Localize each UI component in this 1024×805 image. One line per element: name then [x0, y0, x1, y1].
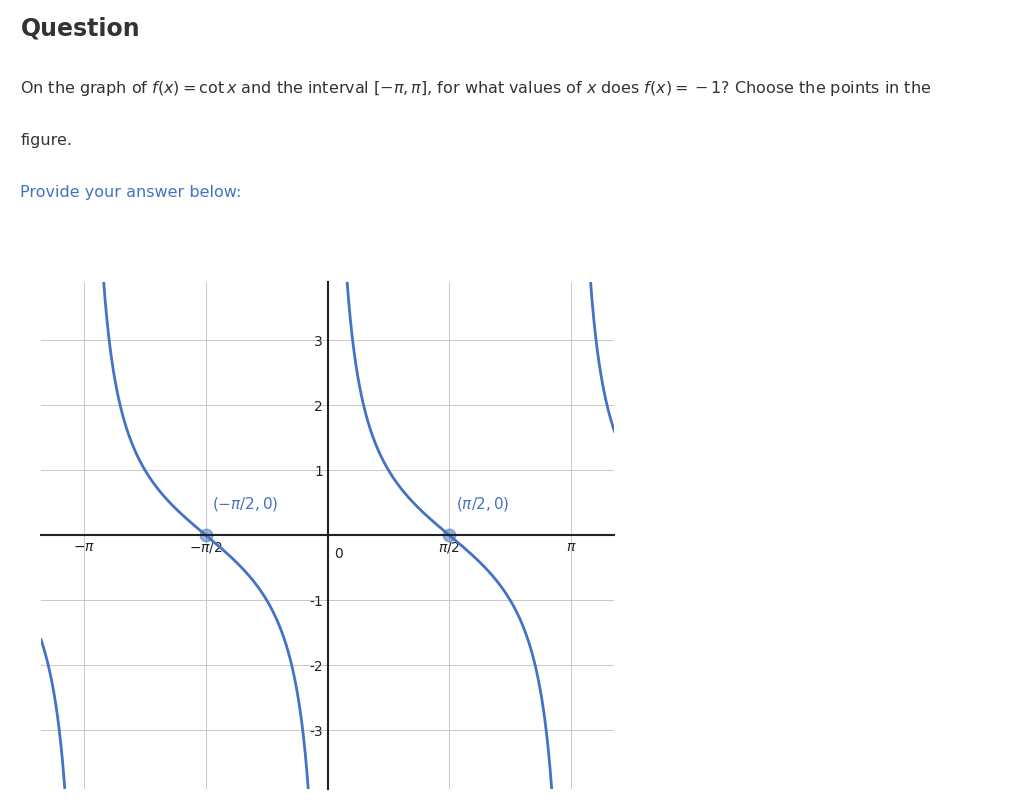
Text: $(\pi/2, 0)$: $(\pi/2, 0)$ [456, 494, 509, 513]
Text: Provide your answer below:: Provide your answer below: [20, 185, 242, 200]
Text: 0: 0 [334, 547, 343, 561]
Text: figure.: figure. [20, 134, 73, 148]
Text: On the graph of $f(x) = \cot x$ and the interval $[-\pi, \pi]$, for what values : On the graph of $f(x) = \cot x$ and the … [20, 79, 932, 98]
Text: $(-\pi/2, 0)$: $(-\pi/2, 0)$ [212, 494, 279, 513]
Text: Question: Question [20, 16, 140, 40]
